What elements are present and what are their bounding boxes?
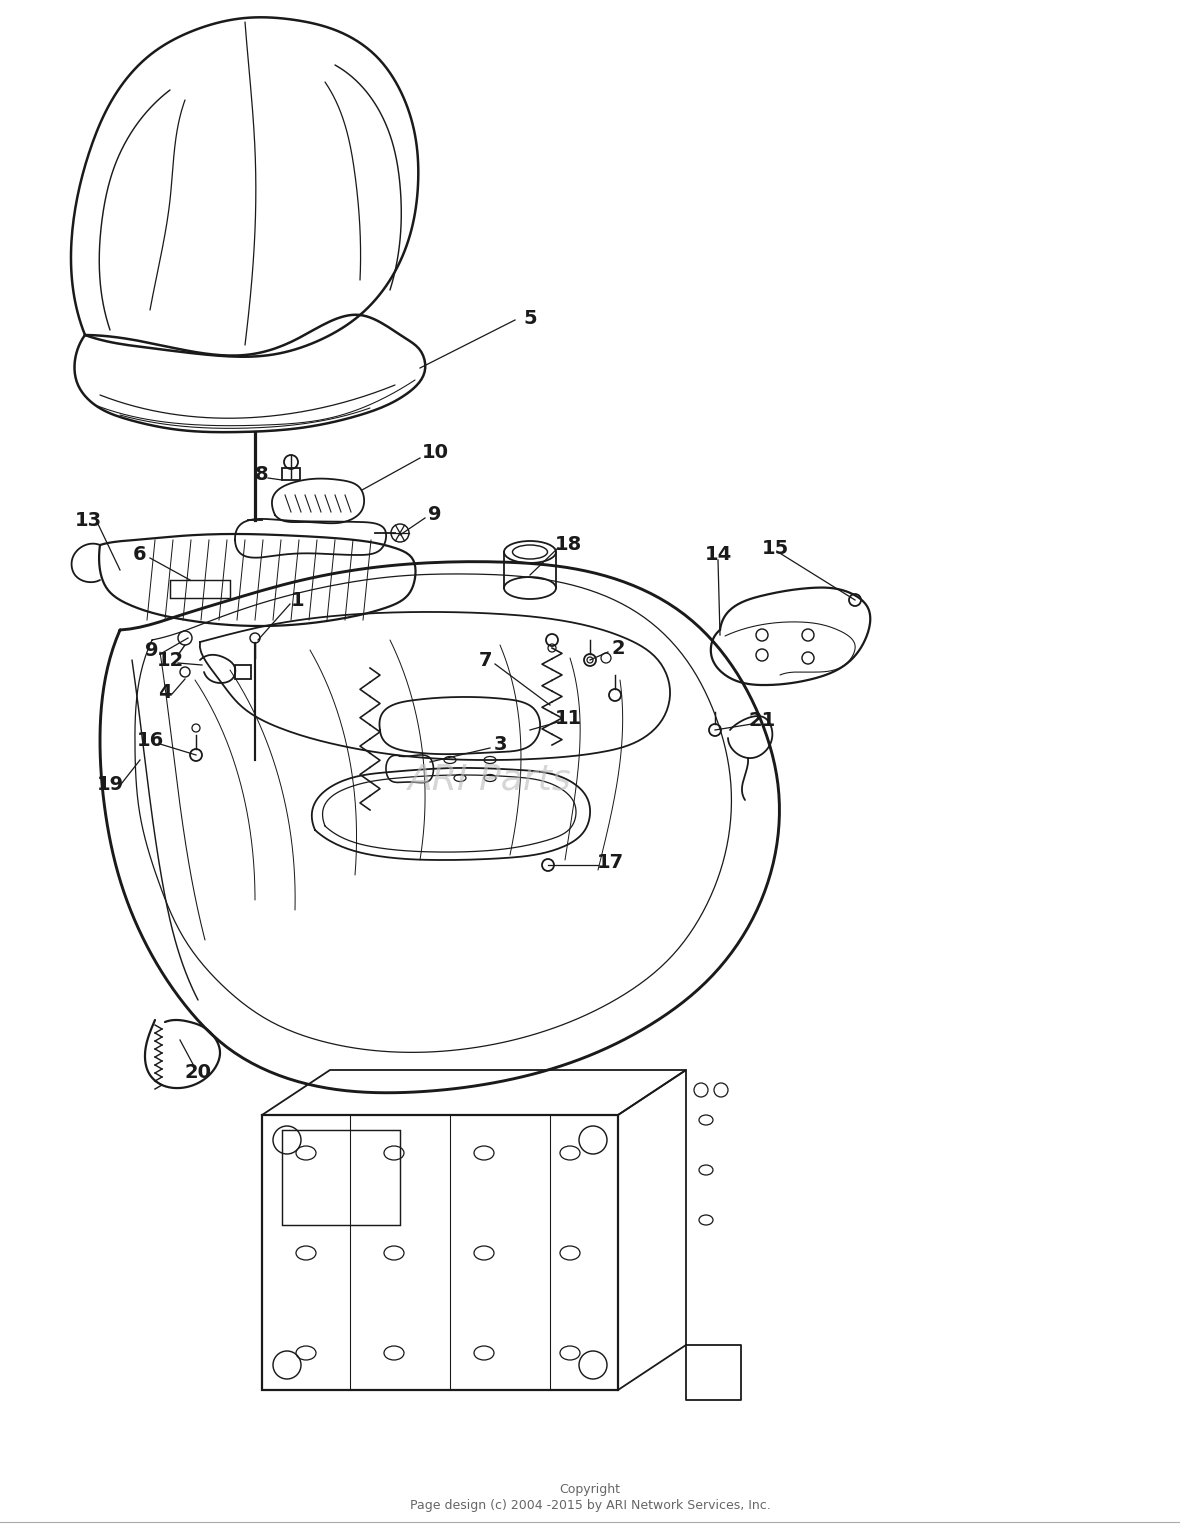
Text: 18: 18	[555, 536, 582, 554]
Text: Page design (c) 2004 -2015 by ARI Network Services, Inc.: Page design (c) 2004 -2015 by ARI Networ…	[409, 1498, 771, 1512]
Text: 16: 16	[137, 730, 164, 750]
Text: 14: 14	[704, 545, 732, 565]
Text: 5: 5	[523, 308, 537, 327]
Text: 7: 7	[478, 651, 492, 669]
Text: 10: 10	[421, 443, 448, 463]
Text: 9: 9	[428, 505, 441, 524]
Text: 2: 2	[611, 638, 625, 658]
Text: 4: 4	[158, 683, 172, 701]
Bar	[282, 1130, 400, 1225]
Text: 19: 19	[97, 776, 124, 794]
Text: 21: 21	[748, 710, 775, 730]
Text: 17: 17	[596, 852, 623, 872]
Text: ARI Parts: ARI Parts	[408, 764, 572, 797]
Text: 13: 13	[74, 510, 101, 530]
Text: 1: 1	[291, 591, 304, 609]
Text: 3: 3	[493, 734, 506, 753]
Bar	[170, 580, 230, 599]
Bar	[235, 664, 251, 680]
Text: 9: 9	[145, 640, 159, 660]
Bar	[282, 467, 300, 479]
Text: 6: 6	[133, 545, 146, 565]
Text: Copyright: Copyright	[559, 1484, 621, 1496]
Text: 8: 8	[255, 466, 269, 484]
Text: 15: 15	[761, 539, 788, 557]
Text: 20: 20	[184, 1063, 211, 1081]
Text: 11: 11	[555, 709, 582, 727]
Text: 12: 12	[157, 651, 184, 669]
Bar	[282, 1130, 400, 1225]
Bar	[262, 1115, 618, 1390]
